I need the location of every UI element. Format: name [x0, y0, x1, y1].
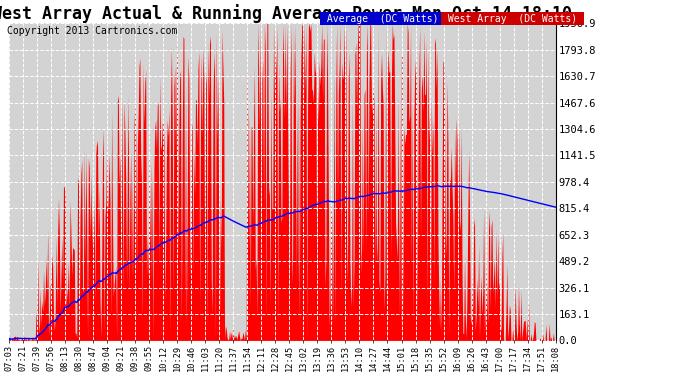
Text: Copyright 2013 Cartronics.com: Copyright 2013 Cartronics.com — [7, 26, 177, 36]
Title: West Array Actual & Running Average Power Mon Oct 14 18:10: West Array Actual & Running Average Powe… — [0, 4, 572, 23]
Text: Average  (DC Watts): Average (DC Watts) — [322, 14, 444, 24]
Text: West Array  (DC Watts): West Array (DC Watts) — [442, 14, 583, 24]
